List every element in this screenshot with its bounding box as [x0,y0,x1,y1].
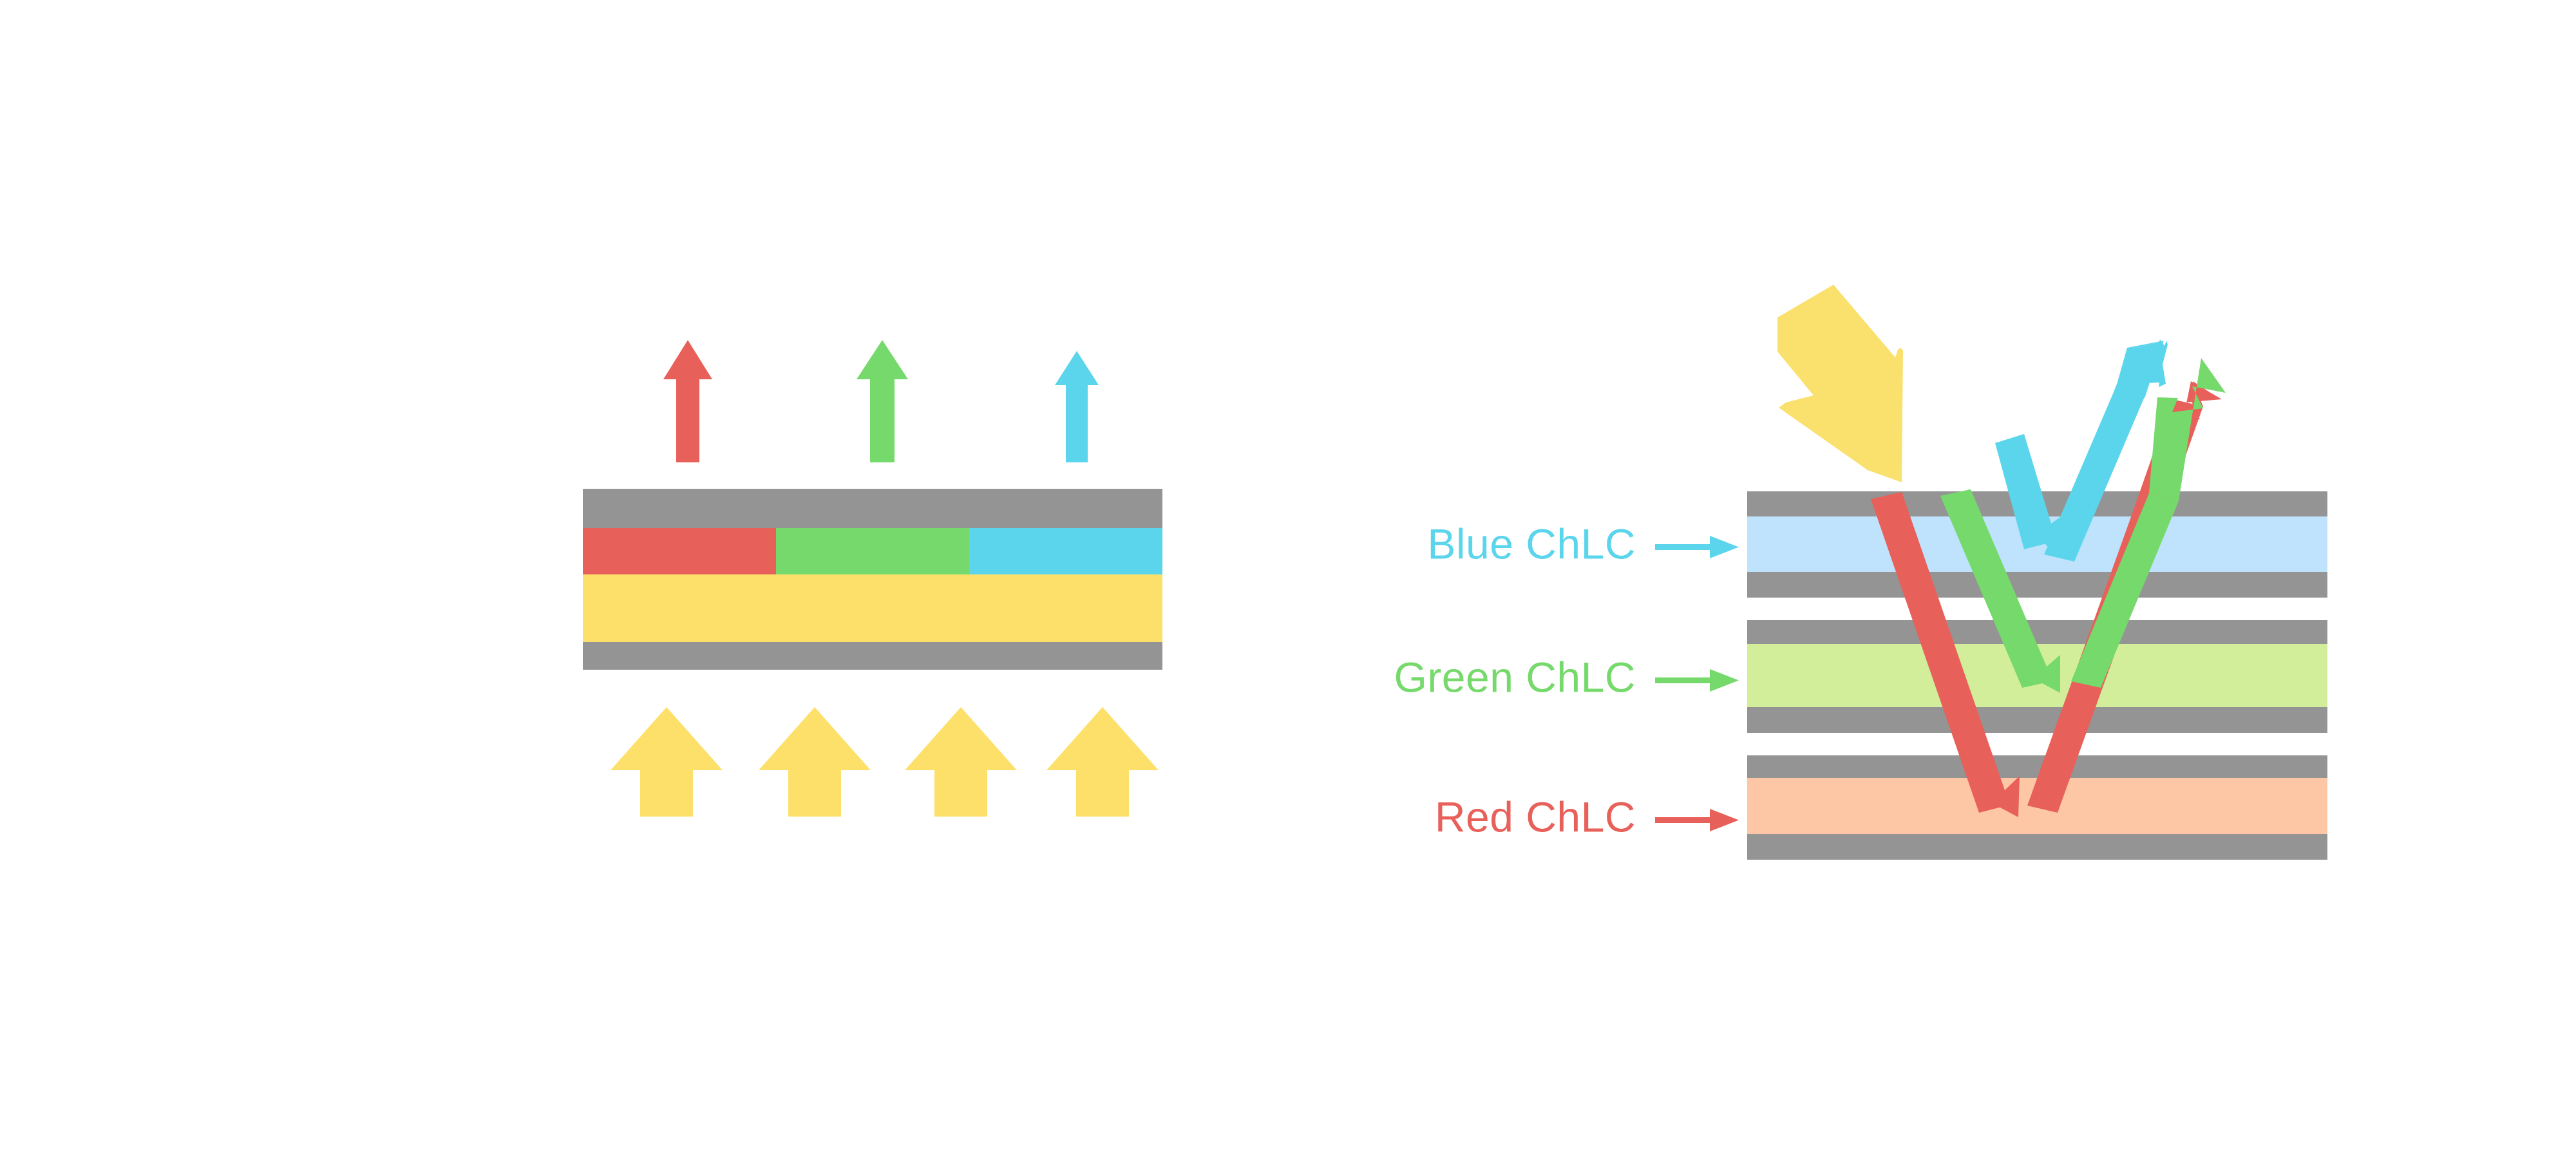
left-top-electrode [583,489,1162,528]
emitted-blue-arrow [1055,351,1099,462]
green-chlc-label-group: Green ChLC [1394,653,1739,701]
green-chlc-label-pointer-icon [1655,669,1739,692]
emitted-red-arrow [663,340,712,462]
green-ray-in-arrow [1940,489,2060,693]
blue-chlc-label-group: Blue ChLC [1427,520,1739,567]
backlight-arrow-4 [1046,707,1159,817]
red-cell-bottom-electrode [1747,834,2327,860]
left-panel-transmissive-stack [583,340,1162,817]
left-bottom-electrode [583,642,1162,670]
red-chlc-label-group: Red ChLC [1435,793,1739,840]
backlight-arrow-2 [759,707,871,817]
backlight-arrow-3 [905,707,1017,817]
color-filter-red-segment [583,528,776,574]
red-cell-top-electrode [1747,755,2327,778]
backlight-layer [583,574,1162,642]
backlight-arrow-1 [611,707,723,817]
blue-cell-bottom-electrode [1747,572,2327,598]
red-chlc-label-pointer-icon [1655,809,1739,831]
red-ray-in-arrow [1871,492,2020,817]
color-filter-blue-segment [969,528,1162,574]
red-chlc-label: Red ChLC [1435,793,1636,840]
blue-chlc-label: Blue ChLC [1427,520,1636,567]
incident-white-light-arrow [1777,285,1903,482]
blue-ray-in-arrow [1995,434,2065,556]
blue-ray-out-arrow [2044,339,2168,562]
emitted-green-arrow [857,340,908,462]
green-cell-top-electrode [1747,620,2327,644]
green-cell-bottom-electrode [1747,707,2327,733]
right-panel-reflective-chlc-stack: Blue ChLC Green ChLC Red ChLC [1394,285,2327,860]
green-chlc-label: Green ChLC [1394,653,1636,701]
blue-chlc-label-pointer-icon [1655,536,1739,558]
green-ray-out-arrow [2071,358,2226,688]
color-filter-green-segment [776,528,969,574]
